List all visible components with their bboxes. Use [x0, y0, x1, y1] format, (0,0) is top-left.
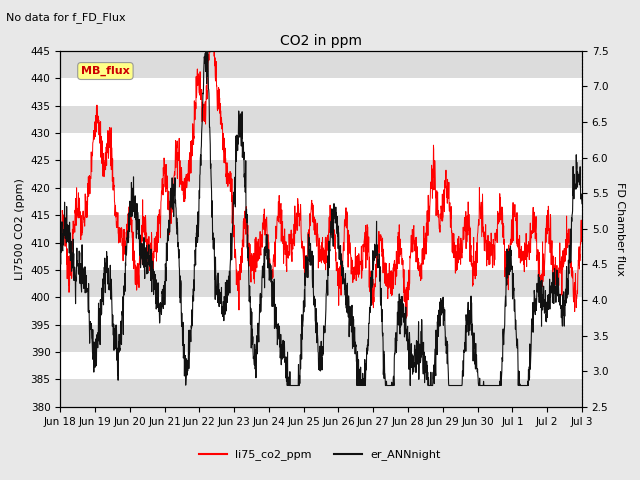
Y-axis label: LI7500 CO2 (ppm): LI7500 CO2 (ppm)	[15, 178, 25, 280]
Text: MB_flux: MB_flux	[81, 66, 130, 76]
Text: No data for f_FD_Flux: No data for f_FD_Flux	[6, 12, 126, 23]
Legend: li75_co2_ppm, er_ANNnight: li75_co2_ppm, er_ANNnight	[195, 445, 445, 465]
Bar	[60, 324, 582, 352]
Bar	[60, 270, 582, 297]
Bar	[60, 160, 582, 188]
Bar	[60, 380, 582, 407]
Bar	[60, 106, 582, 133]
Y-axis label: FD Chamber flux: FD Chamber flux	[615, 182, 625, 276]
Bar	[60, 51, 582, 78]
Title: CO2 in ppm: CO2 in ppm	[280, 34, 362, 48]
Bar	[60, 215, 582, 242]
